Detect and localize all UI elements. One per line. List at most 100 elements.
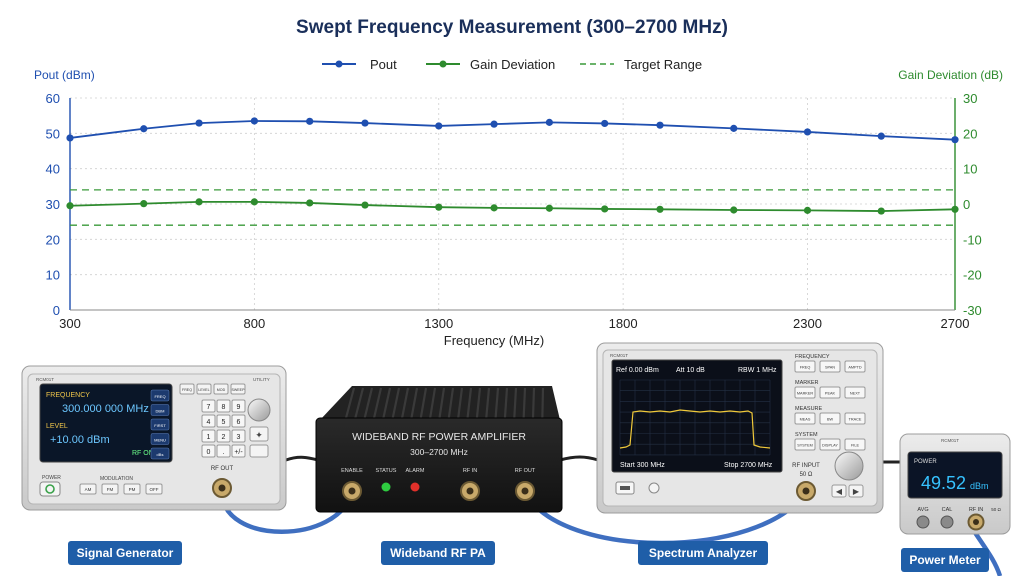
siggen-side-key-label: MENU — [154, 438, 166, 443]
sa-key[interactable] — [844, 386, 866, 399]
siggen-keypad-key[interactable] — [201, 444, 216, 458]
siggen-keypad-key[interactable] — [201, 399, 216, 413]
amp-alarm-label: ALARM — [406, 468, 425, 474]
siggen-mod-key[interactable] — [145, 483, 163, 495]
siggen-keypad-key[interactable] — [216, 414, 231, 428]
gain-deviation-point — [951, 205, 959, 213]
siggen-model: RCM01T — [36, 377, 54, 382]
sa-key[interactable] — [819, 386, 841, 399]
pm-cal-button[interactable] — [940, 515, 954, 529]
amp-fin — [419, 387, 428, 419]
siggen-keypad-key-label: 8 — [222, 404, 226, 411]
sa-key[interactable] — [819, 412, 841, 425]
target-range-lines — [70, 189, 955, 226]
siggen-arrow-button[interactable] — [249, 426, 269, 442]
series-line-gain-deviation — [69, 200, 956, 212]
siggen-soft-key[interactable] — [230, 383, 246, 395]
pm-avg-button[interactable] — [916, 515, 930, 529]
amp-fin — [391, 387, 401, 419]
pout-point — [877, 132, 885, 140]
siggen-keypad-key[interactable] — [201, 414, 216, 428]
chart-axes — [69, 98, 956, 311]
sa-power-button[interactable] — [648, 482, 660, 494]
sa-key[interactable] — [844, 360, 866, 373]
sa-key[interactable] — [844, 412, 866, 425]
sa-key[interactable] — [794, 438, 816, 451]
siggen-side-key[interactable] — [150, 418, 170, 431]
x-tick-label: 2300 — [793, 316, 822, 331]
siggen-keypad-key[interactable] — [216, 399, 231, 413]
gain-deviation-point — [601, 205, 609, 213]
sa-key[interactable] — [794, 386, 816, 399]
sa-key-label: SPAN — [825, 366, 835, 370]
pm-power-label: POWER — [914, 459, 937, 465]
siggen-keypad-key[interactable] — [201, 429, 216, 443]
siggen-soft-key[interactable] — [213, 383, 229, 395]
sa-key[interactable] — [819, 360, 841, 373]
y-right-tick-label: 20 — [963, 126, 977, 141]
sa-left-arrow-icon: ◀ — [836, 487, 843, 496]
siggen-enter-button[interactable] — [249, 444, 269, 458]
sa-key[interactable] — [844, 438, 866, 451]
siggen-mod-key[interactable] — [101, 483, 119, 495]
y-right-tick-label: -10 — [963, 232, 982, 247]
pout-point — [730, 124, 738, 132]
siggen-side-key[interactable] — [150, 447, 170, 460]
pm-avg-label: AVG — [917, 507, 928, 513]
y-right-tick-label: 30 — [963, 91, 977, 106]
sa-tuning-knob[interactable] — [834, 451, 864, 481]
pout-point — [601, 119, 609, 128]
y-left-tick-label: 40 — [46, 162, 60, 177]
siggen-soft-keys: FREQ LEVEL MOD SWEEP — [179, 383, 246, 395]
sa-key[interactable] — [794, 412, 816, 425]
pm-impedance-label: 50 Ω — [991, 507, 1001, 512]
amp-fin — [410, 387, 419, 419]
siggen-tuning-knob[interactable] — [247, 398, 271, 422]
sa-key[interactable] — [794, 360, 816, 373]
pout-point — [66, 134, 74, 142]
amp-heatsink-fins — [344, 387, 545, 419]
sa-key-label: DISPLAY — [822, 444, 838, 448]
pout-point — [306, 117, 314, 125]
siggen-keypad-key-label: 2 — [222, 434, 226, 441]
siggen-keypad-key[interactable] — [216, 444, 231, 458]
amp-body — [315, 417, 563, 513]
siggen-power-button[interactable] — [39, 481, 61, 497]
siggen-mod-key-label: OFF — [150, 487, 159, 492]
siggen-mod-key[interactable] — [79, 483, 97, 495]
siggen-keypad-key[interactable] — [231, 429, 246, 443]
siggen-keypad-key[interactable] — [231, 414, 246, 428]
siggen-mod-key[interactable] — [123, 483, 141, 495]
siggen-keypad-key[interactable] — [231, 444, 246, 458]
x-tick-label: 2700 — [941, 316, 970, 331]
sa-key-label: FREQ — [800, 366, 811, 370]
gain-deviation-point — [435, 203, 443, 211]
gain-deviation-point — [656, 205, 664, 213]
siggen-soft-key[interactable] — [179, 383, 195, 395]
gain-deviation-point — [250, 198, 258, 206]
siggen-side-key[interactable] — [150, 389, 170, 402]
siggen-keypad-key[interactable] — [231, 399, 246, 413]
siggen-side-key[interactable] — [150, 404, 170, 416]
sa-right-arrow-button[interactable] — [848, 484, 864, 498]
sa-key-label: SYSTEM — [797, 444, 813, 448]
sa-key[interactable] — [819, 438, 841, 451]
amp-status-led — [381, 482, 391, 492]
siggen-keypad-key[interactable] — [216, 429, 231, 443]
sa-rf-input-label: RF INPUT — [792, 463, 820, 469]
amp-rf-in-label: RF IN — [463, 468, 477, 474]
chart-series — [66, 117, 959, 215]
gain-deviation-point — [490, 204, 498, 212]
siggen-side-key[interactable] — [150, 433, 170, 445]
siggen-soft-key[interactable] — [196, 383, 212, 395]
gain-deviation-point — [803, 206, 812, 214]
pout-point — [361, 119, 369, 127]
sa-left-arrow-button[interactable] — [831, 484, 847, 498]
pm-rf-in-label: RF IN — [969, 507, 983, 513]
signal-generator: RCM01T FREQUENCY 300.000 000 MHz LEVEL +… — [21, 365, 287, 511]
pm-unit: dBm — [970, 481, 989, 491]
amp-fin — [485, 387, 491, 419]
siggen-side-key-label: dBs — [157, 452, 164, 457]
siggen-screen — [39, 383, 173, 463]
